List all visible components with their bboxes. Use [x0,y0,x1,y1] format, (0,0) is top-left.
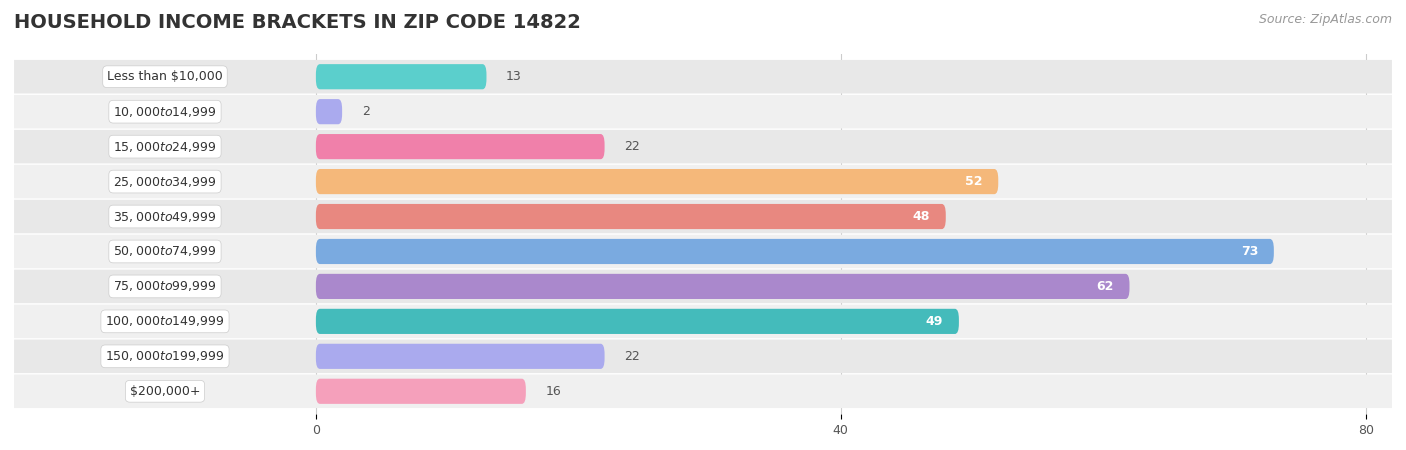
Text: HOUSEHOLD INCOME BRACKETS IN ZIP CODE 14822: HOUSEHOLD INCOME BRACKETS IN ZIP CODE 14… [14,14,581,32]
FancyBboxPatch shape [316,344,605,369]
FancyBboxPatch shape [14,95,1392,128]
Text: 48: 48 [912,210,929,223]
Text: 52: 52 [965,175,983,188]
Text: $200,000+: $200,000+ [129,385,200,398]
Text: Source: ZipAtlas.com: Source: ZipAtlas.com [1258,14,1392,27]
Text: 2: 2 [361,105,370,118]
Text: 62: 62 [1097,280,1114,293]
FancyBboxPatch shape [316,99,342,124]
Text: 13: 13 [506,70,522,83]
Text: Less than $10,000: Less than $10,000 [107,70,222,83]
FancyBboxPatch shape [14,374,1392,408]
Text: 16: 16 [546,385,561,398]
FancyBboxPatch shape [14,340,1392,373]
Text: 49: 49 [925,315,943,328]
FancyBboxPatch shape [14,235,1392,268]
Text: $50,000 to $74,999: $50,000 to $74,999 [114,244,217,258]
Text: 73: 73 [1240,245,1258,258]
Text: $75,000 to $99,999: $75,000 to $99,999 [114,279,217,293]
Text: 22: 22 [624,350,640,363]
Text: $10,000 to $14,999: $10,000 to $14,999 [114,105,217,119]
FancyBboxPatch shape [14,165,1392,198]
Text: $15,000 to $24,999: $15,000 to $24,999 [114,140,217,153]
Text: 22: 22 [624,140,640,153]
Text: $150,000 to $199,999: $150,000 to $199,999 [105,349,225,363]
FancyBboxPatch shape [316,134,605,159]
Text: $35,000 to $49,999: $35,000 to $49,999 [114,210,217,224]
FancyBboxPatch shape [316,379,526,404]
FancyBboxPatch shape [14,130,1392,163]
FancyBboxPatch shape [316,169,998,194]
FancyBboxPatch shape [14,60,1392,94]
FancyBboxPatch shape [14,200,1392,233]
Text: $25,000 to $34,999: $25,000 to $34,999 [114,175,217,189]
FancyBboxPatch shape [316,309,959,334]
Text: $100,000 to $149,999: $100,000 to $149,999 [105,315,225,328]
FancyBboxPatch shape [14,270,1392,303]
FancyBboxPatch shape [316,204,946,229]
FancyBboxPatch shape [14,305,1392,338]
FancyBboxPatch shape [316,239,1274,264]
FancyBboxPatch shape [316,274,1129,299]
FancyBboxPatch shape [316,64,486,89]
